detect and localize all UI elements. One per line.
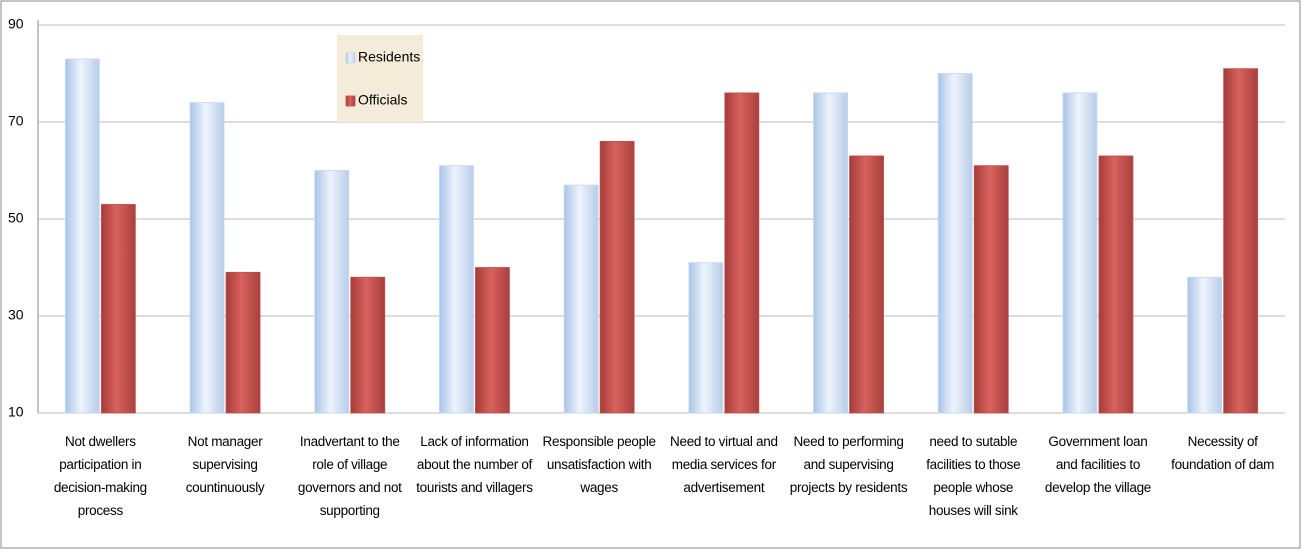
bar bbox=[688, 262, 724, 414]
y-tick-label: 50 bbox=[8, 210, 24, 226]
bar bbox=[1098, 155, 1134, 414]
x-tick-label: Responsible people unsatisfaction with w… bbox=[542, 434, 656, 495]
bar bbox=[439, 165, 474, 414]
y-tick-label: 70 bbox=[8, 113, 24, 129]
x-tick-label: Not manager supervising countinuously bbox=[185, 434, 265, 495]
bar bbox=[1187, 276, 1223, 414]
bar bbox=[813, 92, 848, 414]
x-tick-label: Need to virtual and media services for a… bbox=[670, 434, 778, 495]
bar bbox=[350, 276, 386, 414]
legend-swatch bbox=[345, 52, 356, 64]
bar bbox=[973, 165, 1009, 414]
legend-label: Residents bbox=[358, 49, 420, 65]
y-tick-label: 30 bbox=[8, 307, 24, 323]
legend-swatch bbox=[345, 95, 356, 107]
bar bbox=[724, 92, 760, 414]
x-tick-label: Need to performing and supervising proje… bbox=[789, 434, 908, 495]
bar bbox=[1223, 68, 1259, 414]
x-tick-label: Necessity of foundation of dam bbox=[1171, 434, 1275, 472]
bar bbox=[1062, 92, 1098, 414]
bar bbox=[314, 170, 350, 414]
legend-box bbox=[337, 35, 423, 122]
y-tick-label: 90 bbox=[8, 16, 24, 32]
x-tick-label: Government loan and facilities to develo… bbox=[1044, 434, 1151, 495]
bar bbox=[475, 267, 510, 414]
bar bbox=[100, 204, 136, 414]
x-tick-label: Not dwellers participation in decision-m… bbox=[53, 434, 147, 518]
x-tick-label: Lack of information about the number of … bbox=[416, 434, 533, 495]
bar bbox=[849, 155, 884, 414]
x-tick-label: Inadvertant to the role of village gover… bbox=[297, 434, 402, 518]
bar bbox=[599, 140, 635, 414]
bar bbox=[563, 184, 599, 414]
bar bbox=[225, 271, 261, 414]
bar bbox=[189, 102, 225, 414]
legend-label: Officials bbox=[358, 92, 408, 108]
x-tick-label: need to sutable facilities to those peop… bbox=[926, 434, 1021, 518]
y-tick-label: 10 bbox=[8, 404, 24, 420]
bar bbox=[64, 58, 100, 414]
bar bbox=[937, 73, 973, 414]
